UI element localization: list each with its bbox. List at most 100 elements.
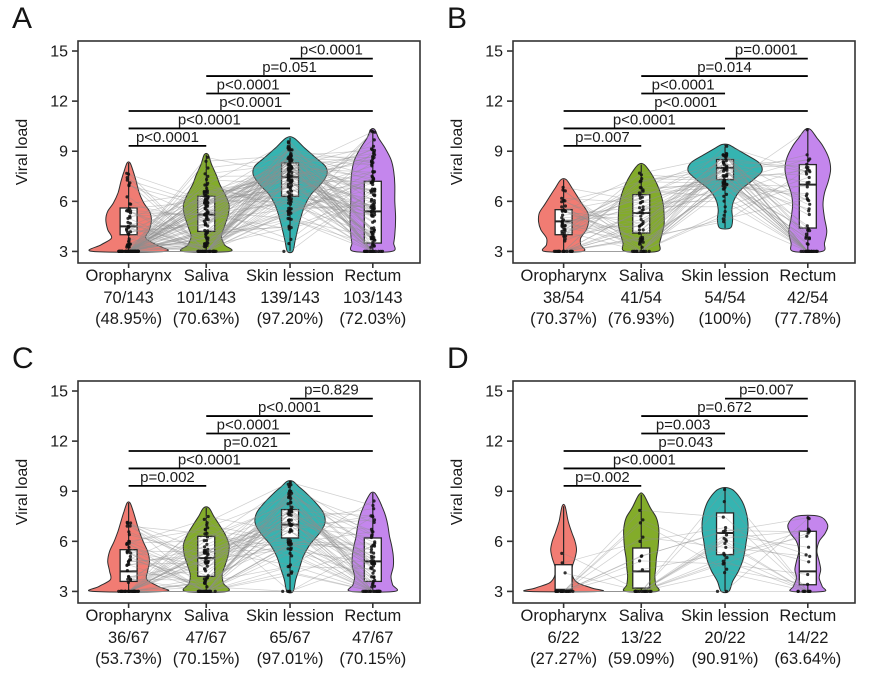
data-point	[723, 571, 727, 575]
p-value-label: p=0.043	[658, 434, 713, 451]
paired-line	[128, 550, 373, 592]
paired-line	[128, 180, 374, 252]
data-point	[202, 539, 206, 543]
y-tick-label: 3	[59, 584, 68, 601]
paired-line	[128, 492, 374, 581]
p-value-label: p=0.003	[656, 417, 711, 434]
data-point	[724, 192, 729, 196]
paired-line	[128, 172, 373, 247]
data-point	[206, 574, 210, 578]
data-point	[806, 242, 810, 246]
paired-line	[128, 170, 373, 252]
data-point	[563, 224, 567, 228]
paired-line	[563, 182, 808, 248]
data-point	[372, 138, 376, 142]
data-point	[206, 547, 210, 551]
data-point	[373, 194, 377, 198]
data-point	[372, 210, 377, 214]
paired-line	[128, 180, 374, 252]
data-point	[286, 573, 290, 577]
data-point	[290, 179, 294, 183]
data-point	[806, 572, 810, 577]
p-value-label: p=0.829	[304, 382, 359, 399]
p-value-label: p<0.0001	[217, 77, 280, 94]
data-point	[370, 148, 374, 152]
data-point	[126, 230, 130, 234]
paired-line	[128, 173, 373, 252]
paired-line	[563, 522, 808, 592]
data-point	[807, 175, 811, 180]
positive-percent-label: (70.37%)	[530, 310, 597, 328]
data-point	[205, 561, 209, 565]
data-point	[282, 249, 286, 253]
data-point	[804, 236, 808, 240]
data-point	[286, 185, 290, 189]
data-point	[563, 189, 567, 193]
data-point	[722, 167, 726, 171]
paired-line	[128, 166, 374, 238]
paired-line	[128, 185, 373, 252]
data-point	[203, 567, 207, 571]
boxplots-layer	[554, 487, 817, 593]
paired-line	[128, 493, 374, 592]
data-point	[723, 179, 727, 183]
paired-line	[128, 186, 374, 252]
paired-line	[128, 147, 374, 252]
paired-line	[128, 176, 374, 252]
data-point	[205, 523, 209, 527]
p-value-label: p<0.0001	[613, 451, 676, 468]
paired-line	[563, 176, 808, 202]
positive-count-label: 101/143	[176, 289, 236, 307]
paired-line	[563, 190, 809, 252]
data-point	[554, 589, 558, 593]
y-axis: 3 6 9 12 15	[485, 384, 513, 601]
data-point	[562, 231, 566, 235]
data-point	[287, 201, 291, 205]
category-label-saliva: Saliva	[619, 607, 665, 625]
p-value-label: p<0.0001	[300, 42, 363, 59]
paired-line	[128, 173, 373, 252]
data-point	[370, 236, 374, 241]
data-point	[286, 146, 290, 150]
p-value-label: p<0.0001	[258, 399, 321, 416]
data-point	[641, 208, 645, 212]
paired-line	[128, 161, 373, 252]
data-point	[560, 220, 564, 224]
paired-line	[563, 188, 809, 252]
y-tick-label: 15	[50, 44, 68, 61]
y-tick-label: 12	[50, 434, 68, 451]
paired-line	[563, 168, 809, 252]
data-point	[570, 249, 574, 253]
paired-line	[128, 147, 374, 248]
data-point	[370, 585, 374, 589]
paired-line	[128, 156, 374, 252]
category-label-oropharynx: Oropharynx	[521, 607, 608, 625]
paired-line	[128, 496, 373, 592]
paired-line	[128, 483, 374, 592]
positive-count-label: 14/22	[787, 629, 828, 647]
paired-line	[128, 139, 374, 252]
data-point	[287, 155, 291, 159]
p-value-label: p<0.0001	[654, 94, 717, 111]
paired-line	[128, 513, 373, 592]
data-point	[723, 487, 727, 492]
data-point	[127, 533, 131, 537]
data-point	[804, 232, 809, 236]
data-point	[373, 213, 377, 217]
paired-line	[128, 191, 373, 252]
data-point	[125, 551, 129, 555]
data-point	[803, 589, 807, 593]
data-point	[560, 561, 564, 565]
paired-line	[563, 542, 808, 592]
paired-line	[128, 157, 374, 252]
category-label-oropharynx: Oropharynx	[521, 267, 608, 285]
paired-line	[128, 188, 374, 252]
data-point	[560, 229, 564, 233]
panel-b-letter: B	[447, 2, 468, 35]
data-point	[202, 517, 206, 521]
data-point	[206, 526, 210, 530]
paired-line	[128, 141, 374, 252]
data-point	[369, 205, 373, 209]
paired-line	[128, 158, 373, 248]
paired-line	[128, 515, 373, 578]
